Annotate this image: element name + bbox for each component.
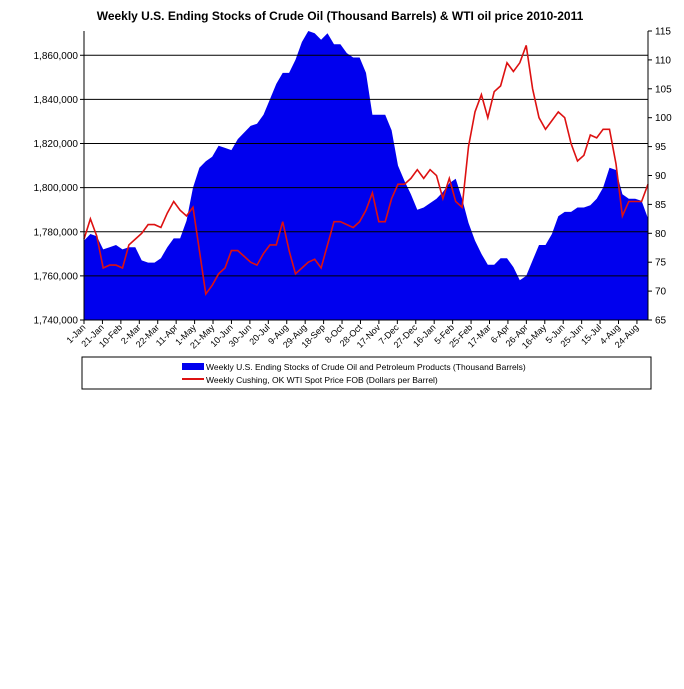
left-tick-label: 1,760,000 — [34, 271, 79, 282]
right-tick-label: 85 — [655, 200, 667, 211]
right-tick-label: 115 — [655, 27, 671, 38]
legend: Weekly U.S. Ending Stocks of Crude Oil a… — [81, 356, 652, 390]
legend-label-price: Weekly Cushing, OK WTI Spot Price FOB (D… — [206, 375, 438, 385]
legend-box — [81, 356, 652, 390]
right-tick-label: 110 — [655, 55, 671, 66]
left-tick-label: 1,860,000 — [34, 51, 79, 62]
stocks-area — [84, 31, 648, 320]
left-tick-label: 1,780,000 — [34, 227, 79, 238]
right-tick-label: 100 — [655, 113, 672, 124]
chart-title: Weekly U.S. Ending Stocks of Crude Oil (… — [97, 9, 584, 23]
right-tick-label: 70 — [655, 287, 667, 298]
right-tick-label: 65 — [655, 316, 667, 327]
left-tick-label: 1,840,000 — [34, 95, 79, 106]
x-tick-label: 20-Jul — [247, 322, 271, 346]
legend-label-stocks: Weekly U.S. Ending Stocks of Crude Oil a… — [206, 362, 526, 372]
right-tick-label: 95 — [655, 142, 667, 153]
x-tick-label: 15-Jul — [579, 322, 603, 346]
right-tick-label: 80 — [655, 229, 667, 240]
right-tick-label: 90 — [655, 171, 667, 182]
legend-swatch-stocks — [182, 363, 204, 370]
left-tick-label: 1,800,000 — [34, 183, 79, 194]
price-line — [83, 45, 649, 297]
right-tick-label: 75 — [655, 258, 667, 269]
left-tick-label: 1,740,000 — [34, 316, 79, 327]
left-tick-label: 1,820,000 — [34, 139, 79, 150]
right-tick-label: 105 — [655, 84, 672, 95]
